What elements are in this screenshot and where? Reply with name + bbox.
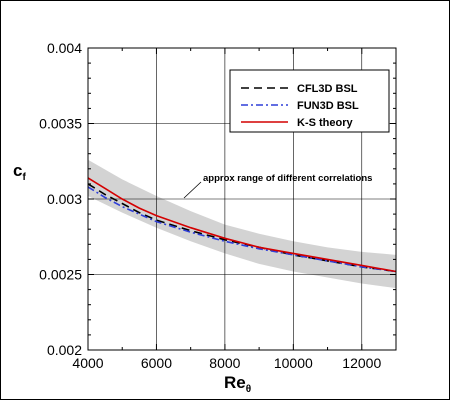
x-tick-label: 10000 [274,355,313,371]
y-tick-label: 0.002 [47,342,82,358]
band-annotation-leader [183,181,202,199]
series-line [87,183,397,273]
x-tick-label: 12000 [342,355,381,371]
y-axis-label: cf [13,161,26,183]
band-layer [88,159,396,289]
series-line [87,186,397,273]
legend-box [229,69,390,133]
legend-label: CFL3D BSL [297,83,358,95]
band-annotation: approx range of different correlations [203,173,372,184]
x-tick-label: 8000 [209,355,240,371]
y-tick-label: 0.0035 [39,116,82,132]
x-tick-label: 4000 [72,355,103,371]
series-line [87,177,397,273]
legend: CFL3D BSL FUN3D BSL K-S theory [229,69,390,133]
series-layer [87,177,397,273]
y-tick-label: 0.004 [47,40,82,56]
x-axis-label-sub: θ [246,384,251,395]
legend-label: K-S theory [297,117,354,129]
y-tick-label: 0.003 [47,191,82,207]
y-axis-label-main: c [13,161,22,180]
y-axis-label-sub: f [22,172,26,183]
legend-entries: CFL3D BSL FUN3D BSL K-S theory [241,83,359,129]
x-axis-label: Reθ [224,373,251,395]
y-tick-label: 0.0025 [39,267,82,283]
legend-label: FUN3D BSL [297,100,359,112]
x-axis-label-main: Re [224,373,246,392]
x-tick-label: 6000 [141,355,172,371]
correlation-range-band [88,159,396,289]
tick-layer: 4000 6000 8000 10000 12000 0.002 0.0025 0.003 0.… [39,40,396,371]
